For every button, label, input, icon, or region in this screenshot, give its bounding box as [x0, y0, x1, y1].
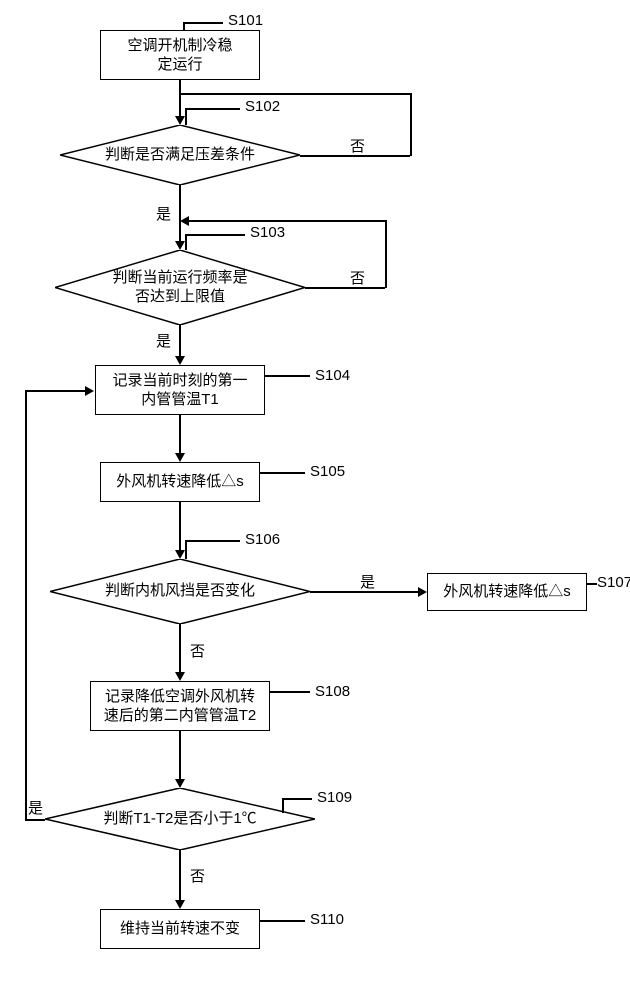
- a-101-102-head: [175, 116, 185, 125]
- s109-no-label: 否: [190, 865, 205, 886]
- s104-label: S104: [315, 367, 350, 384]
- node-s106-text: 判断内机风挡是否变化: [105, 582, 255, 601]
- s101-label-tick: [183, 22, 185, 30]
- s109-label-line: [282, 798, 312, 800]
- node-s110-text: 维持当前转速不变: [120, 919, 240, 939]
- node-s103-text: 判断当前运行频率是否达到上限值: [112, 269, 247, 307]
- a-105-106-head: [175, 550, 185, 559]
- s106-yes-label: 是: [360, 571, 375, 592]
- s109-label: S109: [317, 789, 352, 806]
- a-101-102: [179, 80, 181, 118]
- a-s102-no-v: [410, 93, 412, 156]
- s108-label: S108: [315, 683, 350, 700]
- s102-label-line: [185, 108, 240, 110]
- a-102-103-head: [175, 241, 185, 250]
- s103-no-label: 否: [350, 267, 365, 288]
- s106-no-label: 否: [190, 640, 205, 661]
- s103-yes-label: 是: [156, 330, 171, 351]
- a-106-108-head: [175, 672, 185, 681]
- s103-label: S103: [250, 224, 285, 241]
- a-s102-no-h2: [179, 93, 411, 95]
- s106-label-tick: [185, 540, 187, 559]
- s102-no-label: 否: [350, 135, 365, 156]
- a-103-104: [179, 325, 181, 358]
- s110-label-line: [260, 920, 305, 922]
- a-s103-no-h2: [188, 220, 386, 222]
- s101-label-line: [183, 22, 223, 24]
- node-s105-text: 外风机转速降低△s: [116, 472, 244, 492]
- flowchart-container: 空调开机制冷稳定运行 S101 判断是否满足压差条件 S102 否 是 判断当前…: [0, 0, 630, 1000]
- s105-label: S105: [310, 463, 345, 480]
- a-s103-no-head: [180, 216, 189, 226]
- a-s103-no-v: [385, 220, 387, 288]
- node-s102-text: 判断是否满足压差条件: [105, 146, 255, 165]
- a-104-105-head: [175, 453, 185, 462]
- s110-label: S110: [310, 911, 344, 928]
- a-108-109-head: [175, 779, 185, 788]
- s107-label: S107: [597, 574, 630, 591]
- node-s109: 判断T1-T2是否小于1℃: [45, 788, 315, 850]
- s106-label-line: [185, 540, 240, 542]
- a-109-110: [179, 850, 181, 902]
- s102-label: S102: [245, 98, 280, 115]
- s102-yes-label: 是: [156, 203, 171, 224]
- node-s103: 判断当前运行频率是否达到上限值: [55, 250, 305, 325]
- node-s105: 外风机转速降低△s: [100, 462, 260, 502]
- node-s110: 维持当前转速不变: [100, 909, 260, 949]
- a-109-yes-h: [25, 819, 45, 821]
- node-s101: 空调开机制冷稳定运行: [100, 30, 260, 80]
- node-s104: 记录当前时刻的第一内管管温T1: [95, 365, 265, 415]
- a-104-105: [179, 415, 181, 455]
- a-105-106: [179, 502, 181, 552]
- node-s101-text: 空调开机制冷稳定运行: [127, 36, 232, 75]
- s103-label-line: [185, 234, 245, 236]
- s107-label-line: [587, 583, 597, 585]
- a-103-104-head: [175, 356, 185, 365]
- node-s104-text: 记录当前时刻的第一内管管温T1: [112, 371, 247, 410]
- s109-label-tick: [282, 798, 284, 813]
- s106-label: S106: [245, 531, 280, 548]
- a-108-109: [179, 731, 181, 781]
- node-s102: 判断是否满足压差条件: [60, 125, 300, 185]
- s103-label-tick: [185, 234, 187, 250]
- s104-label-line: [265, 375, 310, 377]
- a-106-107-head: [418, 587, 427, 597]
- s108-label-line: [270, 691, 310, 693]
- a-106-108: [179, 624, 181, 674]
- node-s108-text: 记录降低空调外风机转速后的第二内管管温T2: [104, 687, 257, 726]
- a-109-110-head: [175, 900, 185, 909]
- a-s103-no-h: [305, 287, 385, 289]
- a-102-103: [179, 185, 181, 243]
- a-109-yes-v: [25, 390, 27, 820]
- s109-yes-label: 是: [28, 797, 43, 818]
- node-s107: 外风机转速降低△s: [427, 573, 587, 611]
- s101-label: S101: [228, 12, 263, 29]
- s105-label-line: [260, 472, 305, 474]
- node-s109-text: 判断T1-T2是否小于1℃: [103, 810, 256, 829]
- a-109-yes-h2: [25, 390, 87, 392]
- a-109-yes-head: [85, 386, 94, 396]
- node-s107-text: 外风机转速降低△s: [443, 582, 571, 602]
- s102-label-tick: [185, 108, 187, 125]
- node-s108: 记录降低空调外风机转速后的第二内管管温T2: [90, 681, 270, 731]
- node-s106: 判断内机风挡是否变化: [50, 559, 310, 624]
